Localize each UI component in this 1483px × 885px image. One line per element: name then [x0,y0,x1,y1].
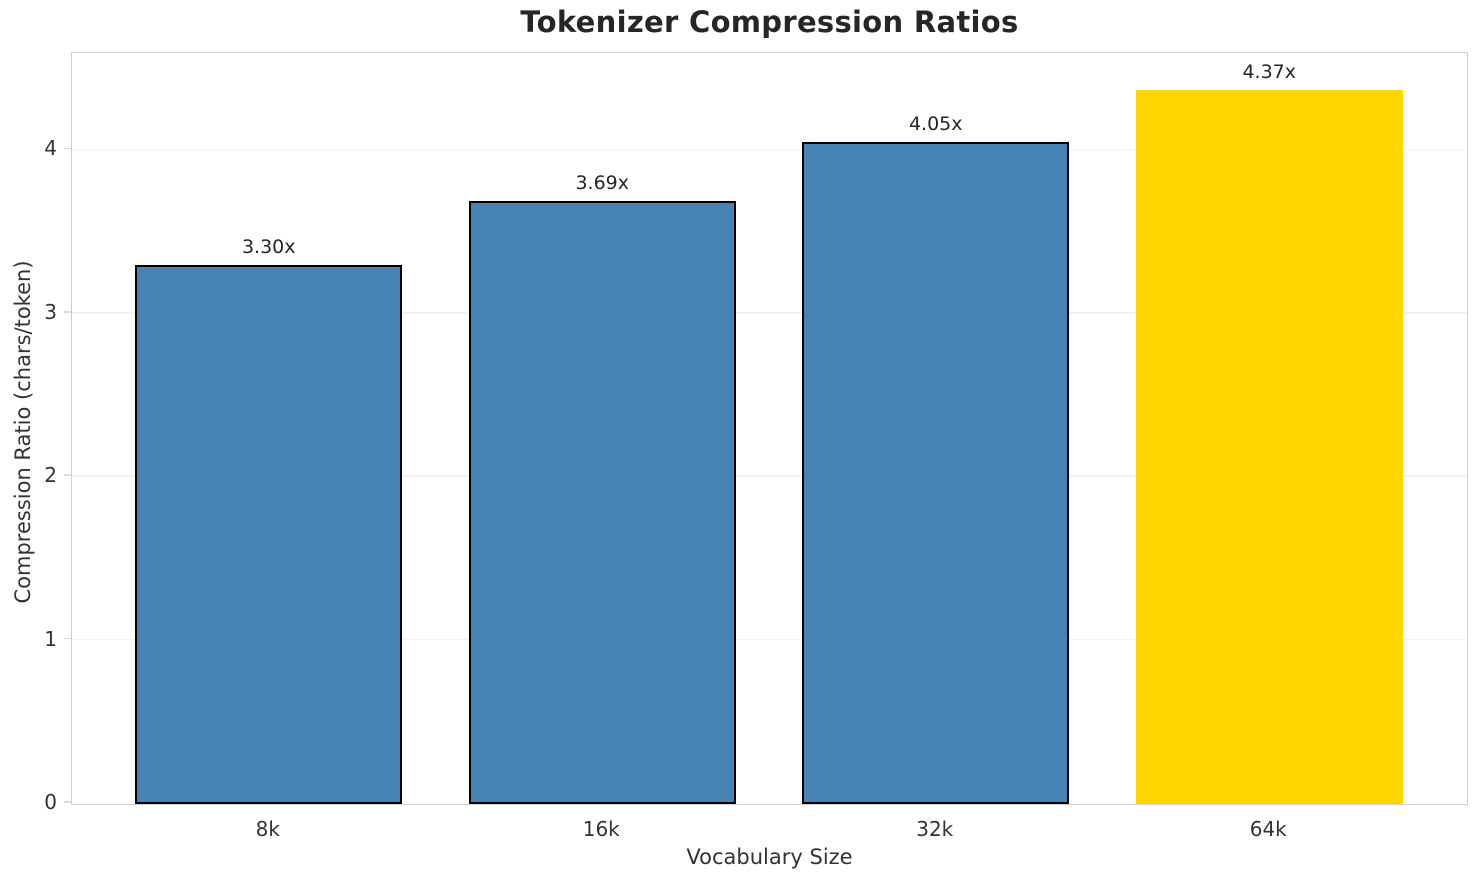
bar-16k [468,201,736,804]
bar-64k [1135,89,1403,804]
bar-value-label: 4.37x [1242,60,1297,83]
bar-8k [135,264,403,804]
x-tick-label: 8k [255,817,280,841]
x-tick-label: 16k [582,817,620,841]
bar-32k [802,142,1070,804]
plot-area: 3.30x 3.69x 4.05x 4.37x [71,52,1468,805]
gridline [72,148,1467,151]
bars-layer: 3.30x 3.69x 4.05x 4.37x [72,53,1467,804]
grid-layer [72,53,1467,804]
bar-value-label: 3.30x [241,235,296,258]
bar-value-label: 3.69x [575,172,630,195]
y-tick-mark [64,474,71,476]
x-axis-label: Vocabulary Size [686,845,853,869]
y-tick-label: 3 [44,299,57,324]
y-tick-mark [64,147,71,150]
y-tick-label: 1 [44,626,57,651]
y-tick-label: 4 [44,136,57,161]
bar-value-label: 4.05x [908,113,963,136]
y-tick-mark [64,311,71,313]
y-tick-label: 0 [44,790,57,814]
y-axis-label: Compression Ratio (chars/token) [11,260,35,604]
x-axis-ticks: 8k 16k 32k 64k [71,805,1468,850]
gridline [72,475,1467,477]
y-tick-mark [64,801,71,803]
y-tick-label: 2 [44,463,57,488]
gridline [72,638,1467,641]
gridline [72,312,1467,314]
x-tick-label: 32k [916,817,954,841]
x-tick-label: 64k [1249,817,1287,841]
chart-title: Tokenizer Compression Ratios [520,5,1019,39]
y-tick-mark [64,637,71,640]
